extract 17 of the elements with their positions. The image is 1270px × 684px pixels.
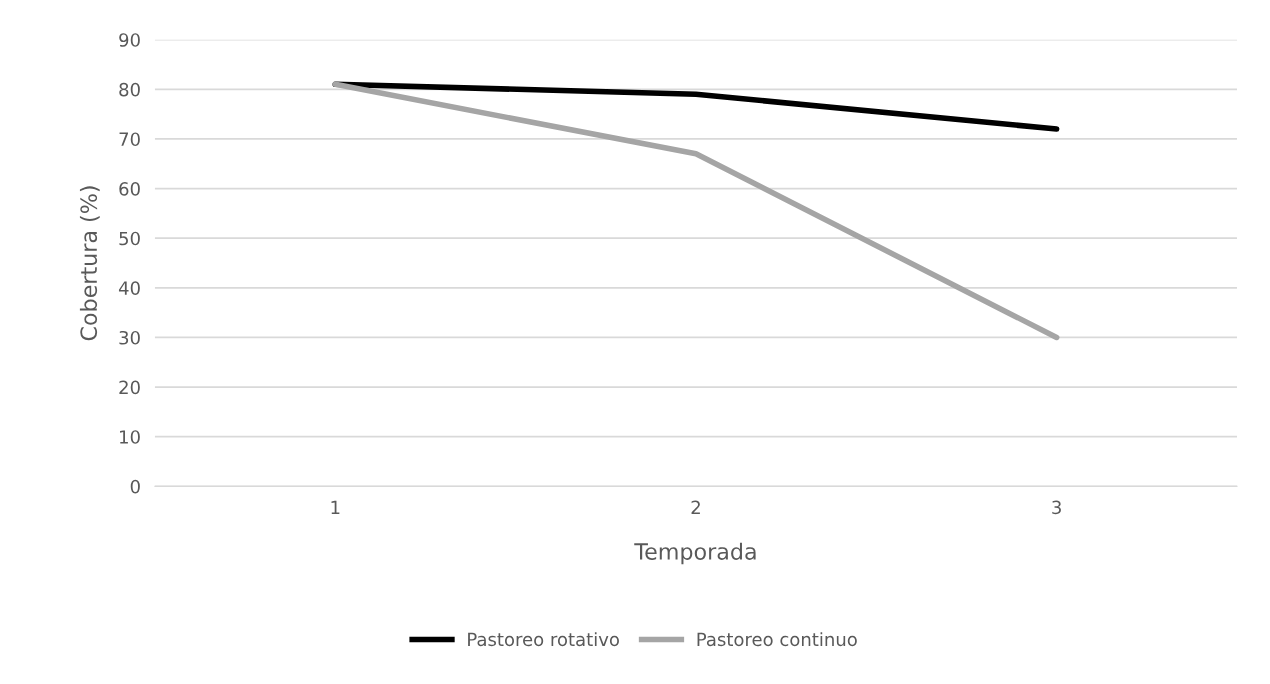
legend-label: Pastoreo rotativo	[468, 632, 619, 647]
y-tick-label: 50	[119, 231, 140, 246]
y-tick-label: 60	[119, 182, 140, 196]
legend-label: Pastoreo continuo	[697, 632, 857, 647]
y-tick-label: 70	[119, 132, 140, 147]
y-tick-label: 10	[120, 430, 140, 444]
x-axis-title: Temporada	[634, 542, 756, 565]
y-tick-label: 20	[119, 380, 140, 395]
y-tick-label: 90	[119, 33, 140, 47]
y-tick-label: 0	[130, 479, 140, 494]
y-tick-label: 30	[119, 330, 140, 345]
y-tick-label: 40	[118, 281, 140, 295]
x-tick-label: 1	[331, 500, 340, 514]
y-axis-title: Cobertura (%)	[79, 186, 100, 341]
y-tick-label: 80	[119, 82, 140, 97]
x-tick-label: 2	[691, 500, 700, 514]
x-tick-label: 3	[1052, 500, 1061, 515]
